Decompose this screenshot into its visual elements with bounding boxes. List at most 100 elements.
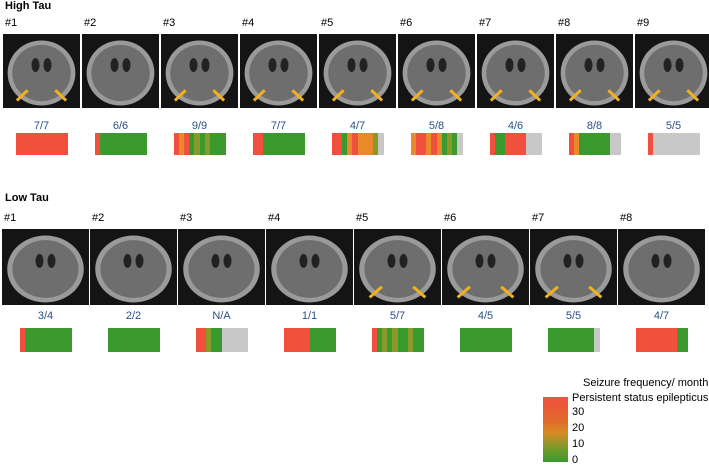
case-label: #1 <box>5 17 18 29</box>
seizure-bar <box>410 133 463 155</box>
bar-segment <box>357 133 363 155</box>
panel-title: High Tau <box>5 0 52 12</box>
bar-segment <box>288 328 294 352</box>
bar-segment <box>668 133 674 155</box>
bar-segment <box>469 328 476 352</box>
bar-segment <box>200 328 206 352</box>
bar-segment <box>413 328 419 352</box>
case-label: #3 <box>163 17 176 29</box>
bar-segment <box>583 328 590 352</box>
bar-segment <box>29 328 36 352</box>
mri-image <box>635 34 709 108</box>
bar-segment <box>237 328 243 352</box>
bar-segment <box>107 328 113 352</box>
bar-segment <box>431 133 437 155</box>
bar-segment <box>652 133 658 155</box>
bar-segment <box>682 328 688 352</box>
bar-segment <box>41 133 47 155</box>
case-label: #6 <box>444 212 457 224</box>
bar-segment <box>331 133 337 155</box>
bar-segment <box>123 328 129 352</box>
bar-segment <box>154 328 160 352</box>
bar-segment <box>578 133 585 155</box>
seizure-ratio: 9/9 <box>191 120 208 132</box>
bar-segment <box>325 328 331 352</box>
bar-segment <box>531 133 537 155</box>
seizure-bar <box>173 133 226 155</box>
case-label: #7 <box>532 212 545 224</box>
mri-image <box>178 229 265 305</box>
bar-segment <box>520 133 526 155</box>
bar-segment <box>501 328 507 352</box>
bar-segment <box>397 328 403 352</box>
bar-segment <box>94 133 100 155</box>
bar-segment <box>40 328 46 352</box>
bar-segment <box>104 133 111 155</box>
bar-segment <box>231 328 238 352</box>
seizure-bar <box>331 133 384 155</box>
bar-segment <box>656 328 662 352</box>
bar-segment <box>387 328 393 352</box>
bar-segment <box>216 328 222 352</box>
mri-image <box>477 34 554 108</box>
bar-segment <box>666 328 672 352</box>
seizure-ratio: 4/7 <box>653 310 670 322</box>
bar-segment <box>578 328 584 352</box>
case-label: #9 <box>637 17 650 29</box>
bar-segment <box>36 133 42 155</box>
bar-segment <box>594 133 600 155</box>
bar-segment <box>149 328 155 352</box>
bar-segment <box>143 328 150 352</box>
bar-segment <box>689 133 695 155</box>
bar-segment <box>604 133 611 155</box>
bar-segment <box>314 328 320 352</box>
case-label: #4 <box>242 17 255 29</box>
bar-segment <box>221 328 227 352</box>
mri-image <box>354 229 441 305</box>
bar-segment <box>268 133 274 155</box>
seizure-ratio: 5/8 <box>428 120 445 132</box>
bar-segment <box>46 133 52 155</box>
bar-segment <box>499 133 506 155</box>
bar-segment <box>183 133 190 155</box>
bar-segment <box>525 133 532 155</box>
bar-segment <box>515 133 521 155</box>
bar-segment <box>677 328 683 352</box>
case-label: #3 <box>180 212 193 224</box>
bar-segment <box>410 133 416 155</box>
bar-segment <box>510 133 516 155</box>
bar-segment <box>446 133 453 155</box>
seizure-bar <box>459 328 512 352</box>
mri-image <box>82 34 159 108</box>
bar-segment <box>133 328 139 352</box>
bar-segment <box>494 133 500 155</box>
bar-segment <box>392 328 398 352</box>
seizure-bar <box>15 133 68 155</box>
bar-segment <box>66 328 72 352</box>
bar-segment <box>293 328 300 352</box>
bar-segment <box>678 133 684 155</box>
bar-segment <box>120 133 126 155</box>
legend-tick-label: 0 <box>572 454 579 466</box>
bar-segment <box>173 133 179 155</box>
seizure-bar <box>94 133 147 155</box>
bar-segment <box>35 328 41 352</box>
mri-image <box>3 34 80 108</box>
seizure-bar <box>547 328 600 352</box>
bar-segment <box>362 133 368 155</box>
seizure-ratio: 4/6 <box>507 120 524 132</box>
bar-segment <box>573 133 579 155</box>
bar-segment <box>220 133 226 155</box>
bar-segment <box>195 328 201 352</box>
bar-segment <box>31 133 37 155</box>
case-label: #5 <box>321 17 334 29</box>
bar-segment <box>464 328 470 352</box>
mri-image <box>530 229 617 305</box>
bar-segment <box>589 328 595 352</box>
bar-segment <box>402 328 408 352</box>
bar-segment <box>645 328 652 352</box>
bar-segment <box>304 328 310 352</box>
seizure-ratio: 8/8 <box>586 120 603 132</box>
bar-segment <box>189 133 195 155</box>
bar-segment <box>178 133 184 155</box>
